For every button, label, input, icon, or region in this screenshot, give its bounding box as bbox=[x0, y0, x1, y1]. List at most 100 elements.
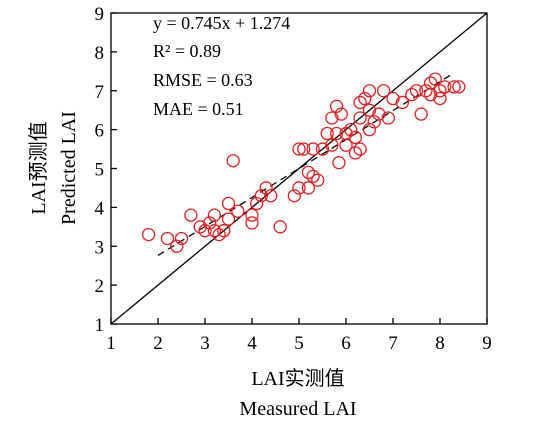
data-point bbox=[254, 189, 269, 203]
data-point bbox=[160, 231, 175, 246]
data-point bbox=[320, 126, 334, 141]
data-point bbox=[226, 154, 240, 168]
mae-label: MAE = 0.51 bbox=[153, 99, 244, 119]
y-tick-label: 8 bbox=[95, 43, 105, 64]
x-tick-label: 1 bbox=[106, 333, 116, 354]
x-tick-label: 3 bbox=[200, 333, 210, 354]
data-point bbox=[221, 212, 236, 226]
equation-label: y = 0.745x + 1.274 bbox=[153, 13, 290, 33]
regression-line bbox=[157, 72, 455, 256]
data-point bbox=[306, 142, 320, 156]
axes-layer: 1 2 3 4 5 6 7 8 9 1 2 3 4 5 6 7 8 9 bbox=[95, 4, 492, 354]
y-tick-label: 9 bbox=[95, 4, 105, 25]
data-point bbox=[376, 84, 391, 98]
data-point bbox=[362, 103, 377, 117]
data-point bbox=[292, 142, 306, 156]
data-point bbox=[250, 196, 264, 211]
y-axis-title-en: Predicted LAI bbox=[58, 111, 80, 225]
points-layer bbox=[141, 72, 466, 253]
data-point bbox=[414, 107, 428, 121]
data-point bbox=[231, 204, 245, 218]
data-point bbox=[301, 181, 316, 195]
data-point bbox=[395, 95, 410, 110]
data-point bbox=[419, 84, 433, 98]
one-to-one-line bbox=[110, 12, 488, 325]
data-point bbox=[339, 126, 353, 141]
data-point bbox=[332, 156, 346, 170]
x-tick-label: 8 bbox=[435, 333, 445, 354]
rmse-label: RMSE = 0.63 bbox=[153, 70, 253, 90]
data-point bbox=[452, 80, 466, 94]
y-tick-label: 3 bbox=[95, 237, 105, 258]
y-axis-title-cn: LAI预测值 bbox=[27, 121, 50, 214]
data-point bbox=[174, 231, 189, 246]
data-point bbox=[287, 189, 301, 203]
data-point bbox=[273, 220, 287, 234]
x-tick-label: 6 bbox=[341, 333, 351, 354]
data-point bbox=[348, 146, 363, 160]
data-point bbox=[405, 87, 419, 102]
data-point bbox=[301, 165, 316, 180]
r-squared-label: R² = 0.89 bbox=[153, 41, 221, 61]
data-point bbox=[203, 216, 217, 230]
data-point bbox=[438, 80, 452, 94]
data-point bbox=[245, 216, 259, 230]
data-point bbox=[372, 107, 386, 121]
y-tick-label: 5 bbox=[95, 160, 105, 181]
data-point bbox=[198, 224, 212, 238]
x-axis-title-en: Measured LAI bbox=[239, 398, 356, 420]
x-tick-label: 5 bbox=[294, 333, 304, 354]
data-point bbox=[170, 239, 184, 253]
data-point bbox=[344, 122, 358, 137]
annotations: y = 0.745x + 1.274 R² = 0.89 RMSE = 0.63… bbox=[153, 13, 290, 119]
x-tick-label: 4 bbox=[247, 333, 257, 354]
data-point bbox=[259, 181, 273, 195]
data-point bbox=[329, 99, 344, 113]
data-point bbox=[362, 84, 377, 98]
data-point bbox=[264, 189, 278, 203]
data-point bbox=[292, 181, 306, 195]
data-point bbox=[386, 91, 400, 106]
data-point bbox=[193, 220, 207, 234]
data-point bbox=[358, 91, 372, 106]
data-point bbox=[207, 224, 222, 238]
data-point bbox=[367, 115, 381, 129]
data-point bbox=[353, 111, 367, 125]
y-tick-label: 1 bbox=[95, 315, 105, 336]
data-point bbox=[353, 142, 367, 156]
data-point bbox=[325, 138, 339, 152]
data-point bbox=[362, 122, 377, 137]
data-point bbox=[221, 196, 236, 211]
data-point bbox=[329, 126, 344, 141]
data-point bbox=[311, 173, 325, 187]
x-axis-title-cn: LAI实测值 bbox=[251, 367, 344, 390]
data-point bbox=[325, 111, 339, 125]
data-point bbox=[315, 142, 330, 156]
data-point bbox=[433, 84, 447, 98]
x-tick-label: 2 bbox=[153, 333, 163, 354]
y-tick-label: 4 bbox=[95, 198, 105, 219]
data-point bbox=[217, 224, 231, 238]
data-point bbox=[433, 91, 447, 106]
data-point bbox=[141, 227, 156, 242]
data-point bbox=[207, 208, 222, 222]
data-point bbox=[409, 84, 424, 98]
x-tick-label: 9 bbox=[482, 333, 492, 354]
data-point bbox=[245, 208, 259, 222]
y-tick-label: 6 bbox=[95, 121, 105, 142]
data-point bbox=[447, 80, 461, 94]
data-point bbox=[306, 169, 320, 183]
data-point bbox=[381, 111, 395, 125]
data-point bbox=[353, 95, 367, 110]
data-point bbox=[184, 208, 198, 222]
data-point bbox=[428, 72, 442, 86]
x-tick-label: 7 bbox=[388, 333, 398, 354]
data-point bbox=[423, 76, 438, 90]
data-point bbox=[212, 227, 226, 242]
data-point bbox=[297, 142, 311, 156]
data-point bbox=[334, 107, 348, 121]
regression-layer bbox=[110, 12, 488, 325]
y-tick-label: 2 bbox=[95, 276, 105, 297]
data-point bbox=[348, 130, 363, 145]
